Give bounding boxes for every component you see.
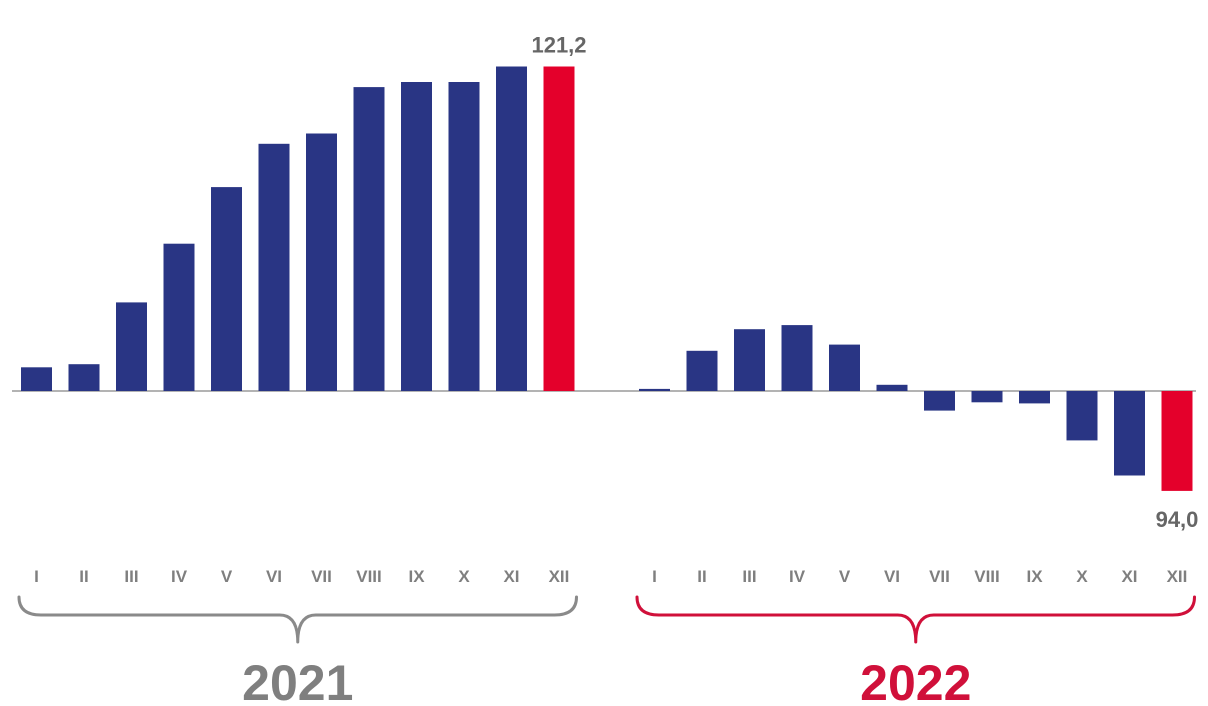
- value-label-2021: 121,2: [531, 33, 586, 58]
- bar-2022-V: [829, 344, 860, 391]
- brace-2021: [17, 595, 578, 644]
- tick-label-2022-II: II: [697, 567, 706, 586]
- brace-2022: [635, 595, 1196, 644]
- bar-2021-IV: [163, 243, 195, 391]
- bar-2021-VI: [258, 143, 290, 391]
- bar-2021-XI: [496, 66, 527, 391]
- tick-label-2021-II: II: [79, 567, 88, 586]
- tick-label-2022-X: X: [1076, 567, 1088, 586]
- tick-label-2022-IX: IX: [1026, 567, 1043, 586]
- bar-2021-XII: [543, 66, 575, 391]
- bar-2022-I: [639, 388, 670, 391]
- tick-label-2022-IV: IV: [789, 567, 806, 586]
- tick-label-2022-V: V: [839, 567, 851, 586]
- bar-2022-II: [686, 350, 718, 391]
- bar-2021-V: [211, 187, 242, 391]
- year-braces-layer: [17, 595, 1196, 644]
- tick-label-2021-X: X: [458, 567, 470, 586]
- bar-2022-X: [1066, 391, 1098, 441]
- bar-2022-VIII: [971, 391, 1003, 403]
- tick-label-2022-VII: VII: [929, 567, 950, 586]
- bar-2021-III: [116, 302, 147, 391]
- tick-label-2021-VII: VII: [311, 567, 332, 586]
- tick-label-2021-VI: VI: [266, 567, 282, 586]
- tick-label-2022-XI: XI: [1121, 567, 1137, 586]
- bar-2022-XI: [1114, 391, 1145, 476]
- tick-label-2021-I: I: [34, 567, 39, 586]
- year-label-2022: 2022: [860, 655, 971, 706]
- tick-label-2021-VIII: VIII: [356, 567, 382, 586]
- bar-2021-VII: [306, 133, 337, 391]
- tick-label-2021-XII: XII: [549, 567, 570, 586]
- tick-label-2022-VI: VI: [884, 567, 900, 586]
- bar-2022-XII: [1161, 391, 1193, 491]
- bar-2022-III: [734, 329, 765, 391]
- tick-label-2021-III: III: [124, 567, 138, 586]
- bar-2021-I: [21, 367, 52, 391]
- tick-label-2022-III: III: [742, 567, 756, 586]
- tick-label-2021-IV: IV: [171, 567, 188, 586]
- bar-2021-VIII: [353, 87, 385, 391]
- bar-2022-VII: [924, 391, 955, 411]
- value-label-2022: 94,0: [1156, 507, 1199, 532]
- tick-label-2021-XI: XI: [503, 567, 519, 586]
- bar-2022-IV: [781, 325, 813, 391]
- bars-layer: [21, 66, 1193, 491]
- tick-label-2022-XII: XII: [1167, 567, 1188, 586]
- year-label-2021: 2021: [242, 655, 353, 706]
- tick-labels-layer: I II III IV V VI VII VIII IX X XI XII I II III IV V VI VII…: [34, 567, 1187, 586]
- tick-label-2021-IX: IX: [408, 567, 425, 586]
- tick-label-2022-VIII: VIII: [974, 567, 1000, 586]
- value-labels-layer: 121,2 94,0: [531, 33, 1198, 532]
- tick-label-2022-I: I: [652, 567, 657, 586]
- bar-2021-IX: [401, 82, 432, 391]
- bar-2021-X: [448, 82, 480, 391]
- bar-2022-IX: [1019, 391, 1050, 404]
- bar-2022-VI: [876, 384, 908, 391]
- tick-label-2021-V: V: [221, 567, 233, 586]
- bar-2021-II: [68, 364, 100, 391]
- year-labels-layer: 2021 2022: [242, 655, 971, 706]
